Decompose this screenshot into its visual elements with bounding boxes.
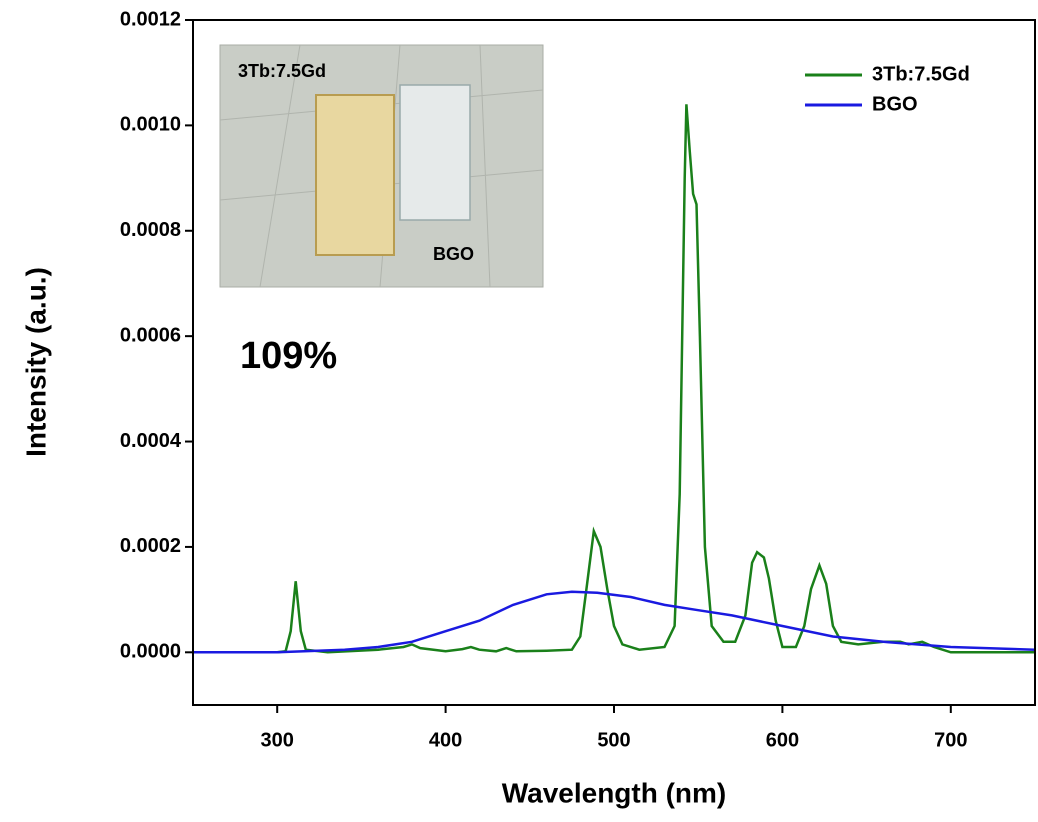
inset-label: BGO xyxy=(433,244,474,264)
legend-label: 3Tb:7.5Gd xyxy=(872,63,970,85)
inset-label: 3Tb:7.5Gd xyxy=(238,61,326,81)
y-tick-label: 0.0004 xyxy=(120,430,182,452)
y-tick-label: 0.0002 xyxy=(120,535,181,557)
inset-photo: 3Tb:7.5Gd BGO xyxy=(219,44,544,288)
y-axis-label: Intensity (a.u.) xyxy=(20,267,51,457)
series-line xyxy=(193,590,1036,654)
x-tick-label: 600 xyxy=(766,729,799,751)
y-tick-label: 0.0012 xyxy=(120,8,181,30)
x-axis-label: Wavelength (nm) xyxy=(502,777,727,808)
y-tick-label: 0.0006 xyxy=(120,324,181,346)
x-tick-label: 500 xyxy=(597,729,630,751)
x-tick-label: 400 xyxy=(429,729,462,751)
plot-frame xyxy=(192,19,1036,706)
y-tick-label: 0.0008 xyxy=(120,219,181,241)
y-tick-label: 0.0000 xyxy=(120,641,181,663)
series-line xyxy=(193,104,1035,654)
x-tick-label: 700 xyxy=(934,729,967,751)
annotation: 109% xyxy=(240,335,337,377)
legend-label: BGO xyxy=(872,93,918,115)
x-tick-label: 300 xyxy=(261,729,294,751)
y-tick-label: 0.0010 xyxy=(120,114,181,136)
